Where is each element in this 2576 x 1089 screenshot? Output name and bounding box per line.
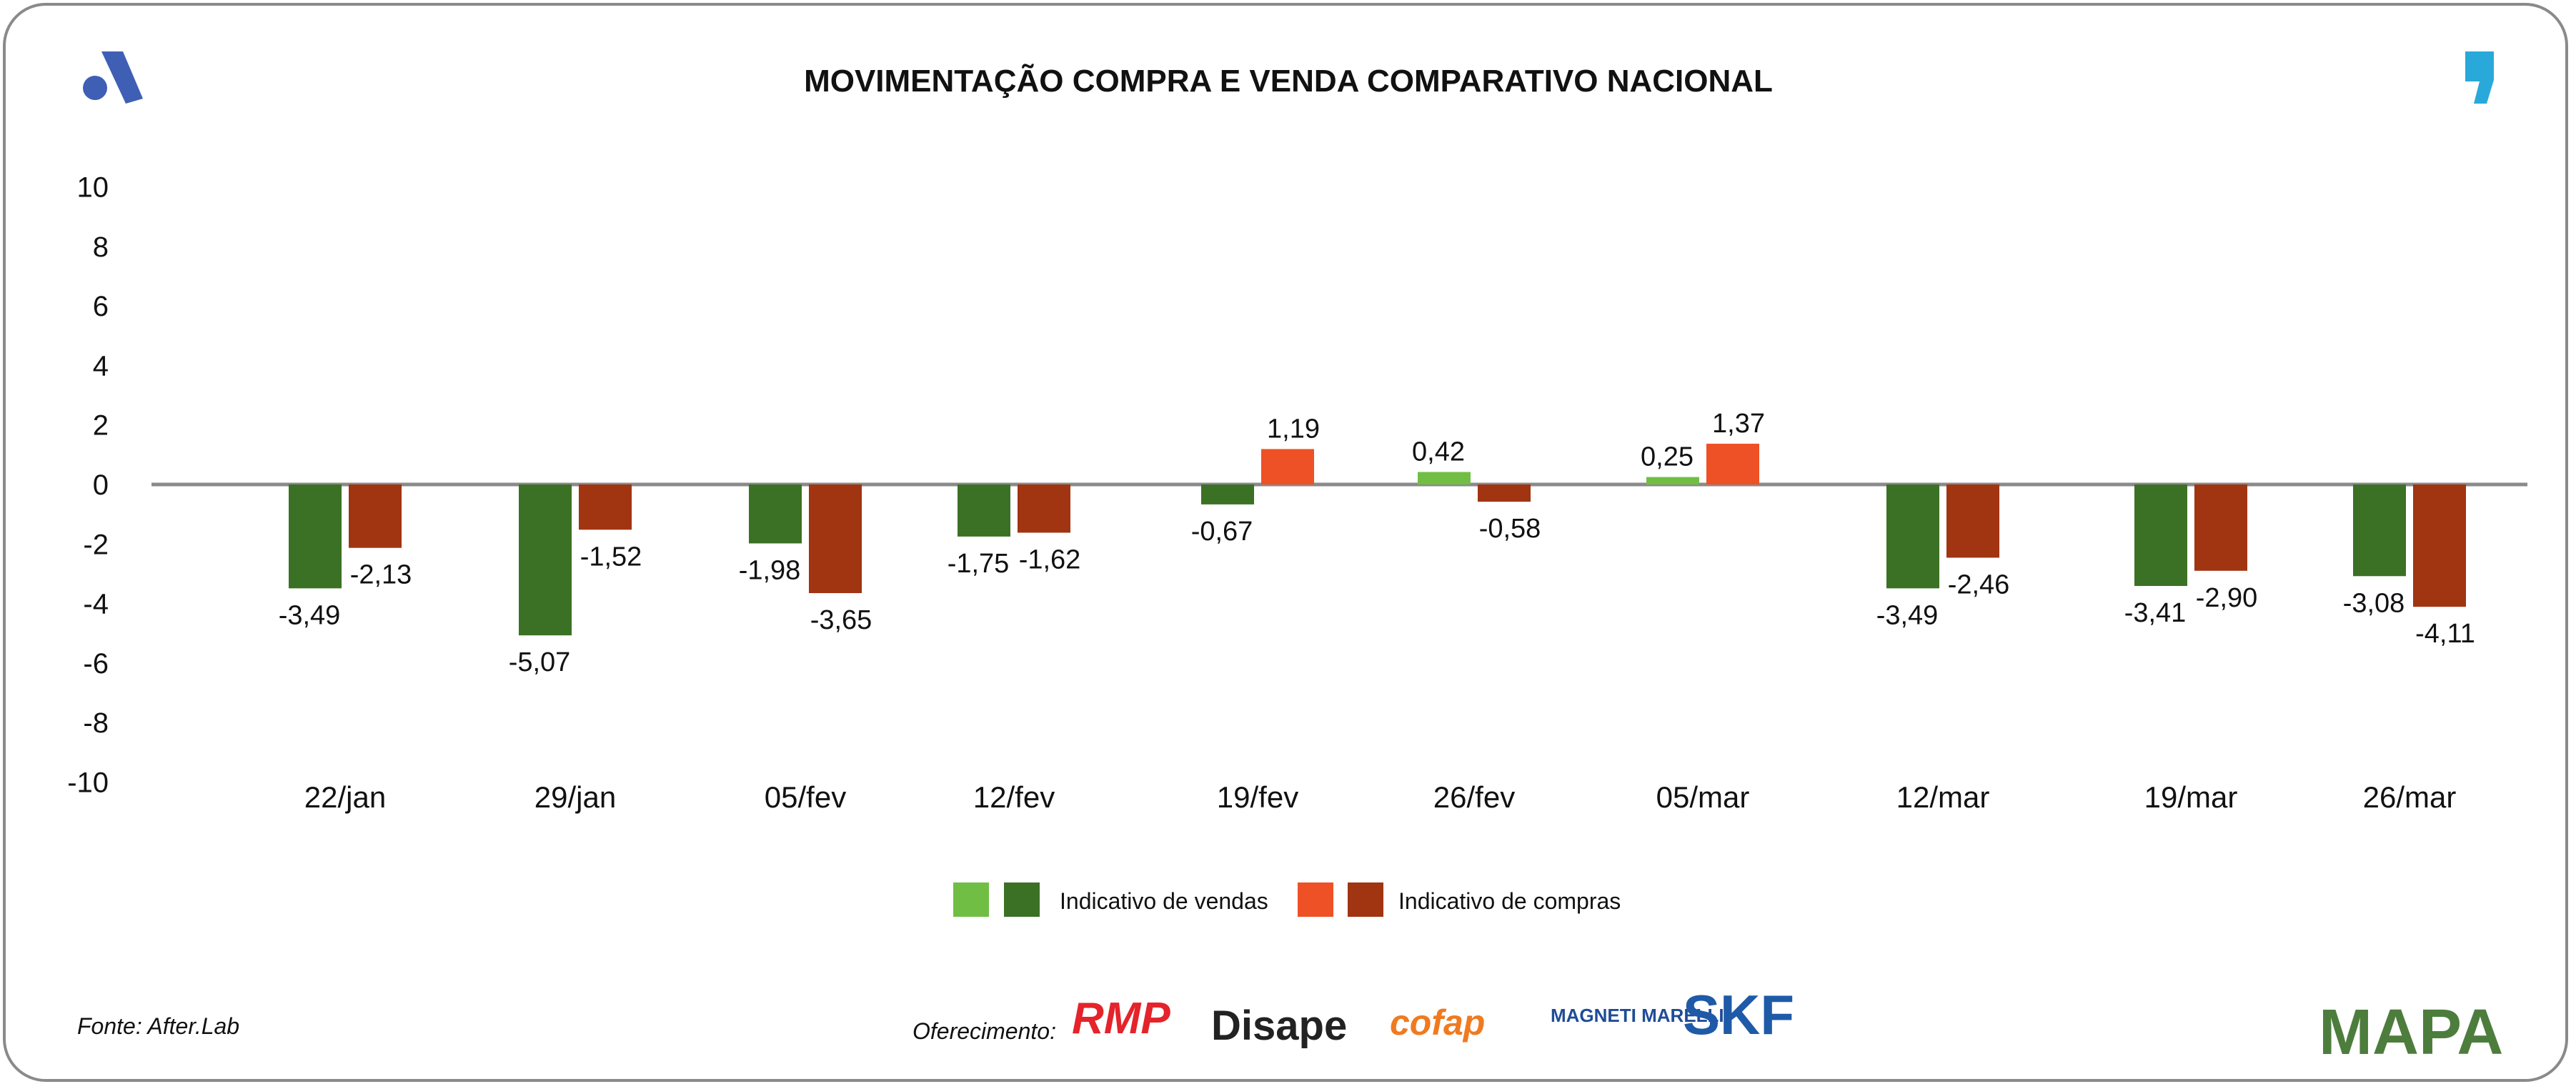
quote-logo-right-icon — [2465, 51, 2494, 104]
y-tick-label: 4 — [93, 350, 109, 382]
compras-bar — [809, 484, 862, 594]
y-tick-label: -10 — [67, 767, 109, 799]
y-tick-label: -4 — [83, 589, 109, 620]
vendas-data-label: -0,67 — [1191, 517, 1253, 547]
compras-bar — [2413, 484, 2466, 607]
y-tick-label: -6 — [83, 648, 109, 680]
vendas-data-label: 0,25 — [1641, 442, 1694, 472]
vendas-bar — [958, 484, 1010, 537]
legend-swatch-vendas-positive — [953, 882, 989, 917]
y-tick-label: -2 — [83, 529, 109, 560]
compras-bar — [2194, 484, 2247, 571]
brand-logo-left-icon — [83, 51, 143, 104]
legend-swatch-compras-positive — [1298, 882, 1333, 917]
sponsor-label: Oferecimento: — [912, 1018, 1056, 1044]
vendas-bar — [1646, 477, 1699, 484]
sponsor-logos: RMP Disape cofap MAGNETI MARELLI SKF MAP… — [1072, 983, 2503, 1068]
sponsor-logo-magneti-marelli: MAGNETI MARELLI — [1551, 1005, 1724, 1026]
compras-data-label: -2,46 — [1948, 570, 2010, 600]
compras-data-label: -4,11 — [2415, 619, 2475, 649]
vendas-data-label: -5,07 — [509, 647, 571, 677]
source-note: Fonte: After.Lab — [77, 1013, 239, 1039]
category-label: 19/fev — [1217, 780, 1298, 814]
y-tick-label: 10 — [77, 172, 109, 204]
y-tick-label: 0 — [93, 469, 109, 501]
compras-data-label: -1,52 — [580, 542, 642, 572]
compras-bar — [1946, 484, 1999, 558]
compras-bar — [1261, 449, 1314, 484]
compras-data-label: 1,37 — [1712, 409, 1765, 439]
compras-data-label: -2,90 — [2196, 583, 2258, 613]
vendas-bar — [519, 484, 572, 636]
vendas-bar — [289, 484, 342, 589]
vendas-bar — [749, 484, 802, 544]
legend-swatch-vendas-negative — [1004, 882, 1040, 917]
category-label: 29/jan — [534, 780, 616, 814]
vendas-data-label: -3,49 — [279, 600, 341, 630]
category-label: 22/jan — [304, 780, 386, 814]
sponsor-logo-cofap: cofap — [1390, 1003, 1485, 1043]
category-label: 12/mar — [1896, 780, 1990, 814]
compras-data-label: -3,65 — [810, 605, 872, 635]
compras-data-label: -0,58 — [1479, 514, 1541, 544]
y-tick-label: 8 — [93, 232, 109, 263]
category-label: 05/mar — [1656, 780, 1750, 814]
legend-swatch-compras-negative — [1348, 882, 1383, 917]
vendas-bar — [1418, 472, 1471, 484]
y-tick-label: 2 — [93, 410, 109, 442]
vendas-bar — [1886, 484, 1939, 589]
category-label: 26/fev — [1433, 780, 1515, 814]
vendas-data-label: -3,49 — [1876, 600, 1939, 630]
legend-label-vendas: Indicativo de vendas — [1060, 888, 1268, 914]
vendas-bar — [1201, 484, 1254, 504]
vendas-data-label: -3,41 — [2124, 598, 2187, 628]
vendas-bar — [2353, 484, 2406, 577]
vendas-data-label: -1,98 — [739, 555, 801, 585]
compras-bar — [579, 484, 632, 530]
vendas-data-label: 0,42 — [1412, 437, 1465, 467]
y-tick-label: 6 — [93, 291, 109, 322]
compras-bar — [1706, 443, 1759, 484]
sponsor-logo-rmp: RMP — [1072, 994, 1170, 1043]
compras-bar — [349, 484, 402, 548]
sponsor-logo-skf: SKF — [1683, 983, 1794, 1046]
sponsor-logo-disape: Disape — [1211, 1003, 1347, 1049]
compras-bar — [1478, 484, 1531, 502]
vendas-data-label: -1,75 — [948, 549, 1010, 579]
card-frame — [3, 3, 2568, 1082]
category-label: 12/fev — [973, 780, 1055, 814]
category-label: 26/mar — [2363, 780, 2457, 814]
vendas-data-label: -3,08 — [2343, 588, 2405, 618]
category-label: 05/fev — [765, 780, 846, 814]
legend: Indicativo de vendas Indicativo de compr… — [953, 882, 1621, 917]
category-label: 19/mar — [2144, 780, 2238, 814]
vendas-bar — [2134, 484, 2187, 587]
compras-data-label: -1,62 — [1019, 544, 1081, 575]
compras-data-label: 1,19 — [1267, 414, 1320, 444]
legend-label-compras: Indicativo de compras — [1398, 888, 1621, 914]
compras-data-label: -2,13 — [350, 560, 412, 590]
compras-bar — [1018, 484, 1070, 533]
mapa-logo: MAPA — [2319, 997, 2503, 1068]
chart-title: MOVIMENTAÇÃO COMPRA E VENDA COMPARATIVO … — [804, 63, 1773, 99]
y-tick-label: -8 — [83, 707, 109, 739]
